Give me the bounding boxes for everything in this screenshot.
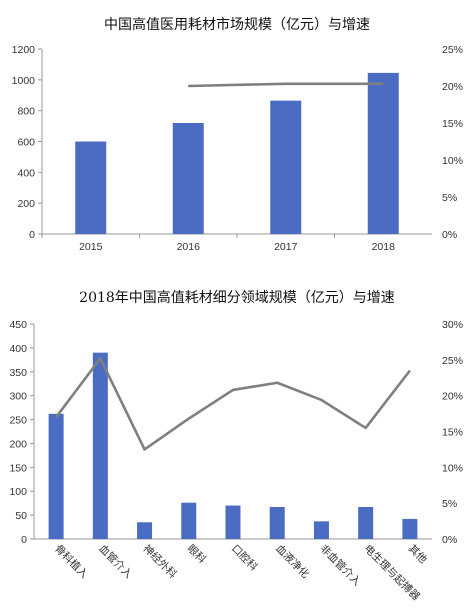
left-tick-label: 250 — [9, 415, 27, 427]
left-tick-label: 200 — [17, 198, 35, 210]
bar — [48, 413, 64, 539]
right-tick-label: 25% — [442, 44, 463, 56]
left-tick-label: 400 — [17, 167, 35, 179]
bar — [358, 506, 374, 539]
chart-title: 中国高值医用耗材市场规模（亿元）与增速 — [104, 17, 370, 33]
category-label: 骨科植入 — [52, 542, 91, 581]
bar — [172, 123, 204, 234]
bar — [137, 522, 153, 539]
bar — [270, 100, 302, 234]
right-tick-label: 0% — [442, 229, 457, 241]
left-tick-label: 1200 — [12, 44, 36, 56]
right-tick-label: 5% — [442, 498, 457, 510]
left-tick-label: 150 — [9, 462, 27, 474]
right-tick-label: 15% — [442, 427, 463, 439]
growth-rate-line — [188, 82, 384, 88]
bar — [181, 502, 197, 539]
category-label: 2015 — [79, 241, 103, 253]
left-tick-label: 300 — [9, 391, 27, 403]
category-label: 非血管介入 — [317, 542, 364, 589]
growth-rate-line — [55, 357, 411, 451]
left-tick-label: 100 — [9, 486, 27, 498]
bar — [402, 518, 418, 539]
bar — [75, 141, 107, 234]
category-label: 血管介入 — [96, 542, 135, 581]
right-tick-label: 10% — [442, 462, 463, 474]
left-tick-label: 1000 — [12, 75, 36, 87]
bar — [367, 72, 399, 234]
left-tick-label: 0 — [21, 534, 27, 546]
left-tick-label: 450 — [9, 319, 27, 331]
left-tick-label: 600 — [17, 137, 35, 149]
left-tick-label: 0 — [29, 229, 35, 241]
chart-plot: 0 50 100 150 200 250 300 350 400 450 0% 5% 10% 15% 20%… — [9, 319, 463, 603]
left-tick-label: 200 — [9, 438, 27, 450]
right-tick-label: 0% — [442, 534, 457, 546]
category-label: 神经外科 — [140, 542, 179, 581]
chart-title: 2018年中国高值耗材细分领域规模（亿元）与增速 — [79, 290, 395, 306]
category-label: 2017 — [274, 241, 298, 253]
right-tick-label: 10% — [442, 155, 463, 167]
category-label: 血液净化 — [273, 542, 312, 581]
right-tick-label: 30% — [442, 319, 463, 331]
category-label: 2018 — [372, 241, 396, 253]
chart-market-size: 中国高值医用耗材市场规模（亿元）与增速 0 200 400 600 800 1000 120… — [0, 0, 474, 270]
left-tick-label: 350 — [9, 367, 27, 379]
chart-plot: 0 200 400 600 800 1000 1200 0% 5% 10% 15% 20% 25% 201… — [12, 44, 463, 253]
bar — [313, 521, 329, 539]
right-tick-label: 20% — [442, 81, 463, 93]
right-tick-label: 25% — [442, 355, 463, 367]
bar — [269, 506, 285, 539]
category-label: 口腔科 — [229, 542, 261, 574]
right-tick-label: 5% — [442, 192, 457, 204]
left-tick-label: 400 — [9, 343, 27, 355]
left-tick-label: 50 — [15, 510, 27, 522]
category-label: 其他 — [406, 542, 430, 566]
right-tick-label: 15% — [442, 118, 463, 130]
category-label: 眼科 — [185, 542, 209, 566]
chart-segment-size: 2018年中国高值耗材细分领域规模（亿元）与增速 0 50 100 150 200 250… — [0, 270, 474, 613]
bar — [92, 352, 108, 539]
right-tick-label: 20% — [442, 391, 463, 403]
left-tick-label: 800 — [17, 106, 35, 118]
bar — [225, 505, 241, 539]
category-label: 2016 — [177, 241, 201, 253]
